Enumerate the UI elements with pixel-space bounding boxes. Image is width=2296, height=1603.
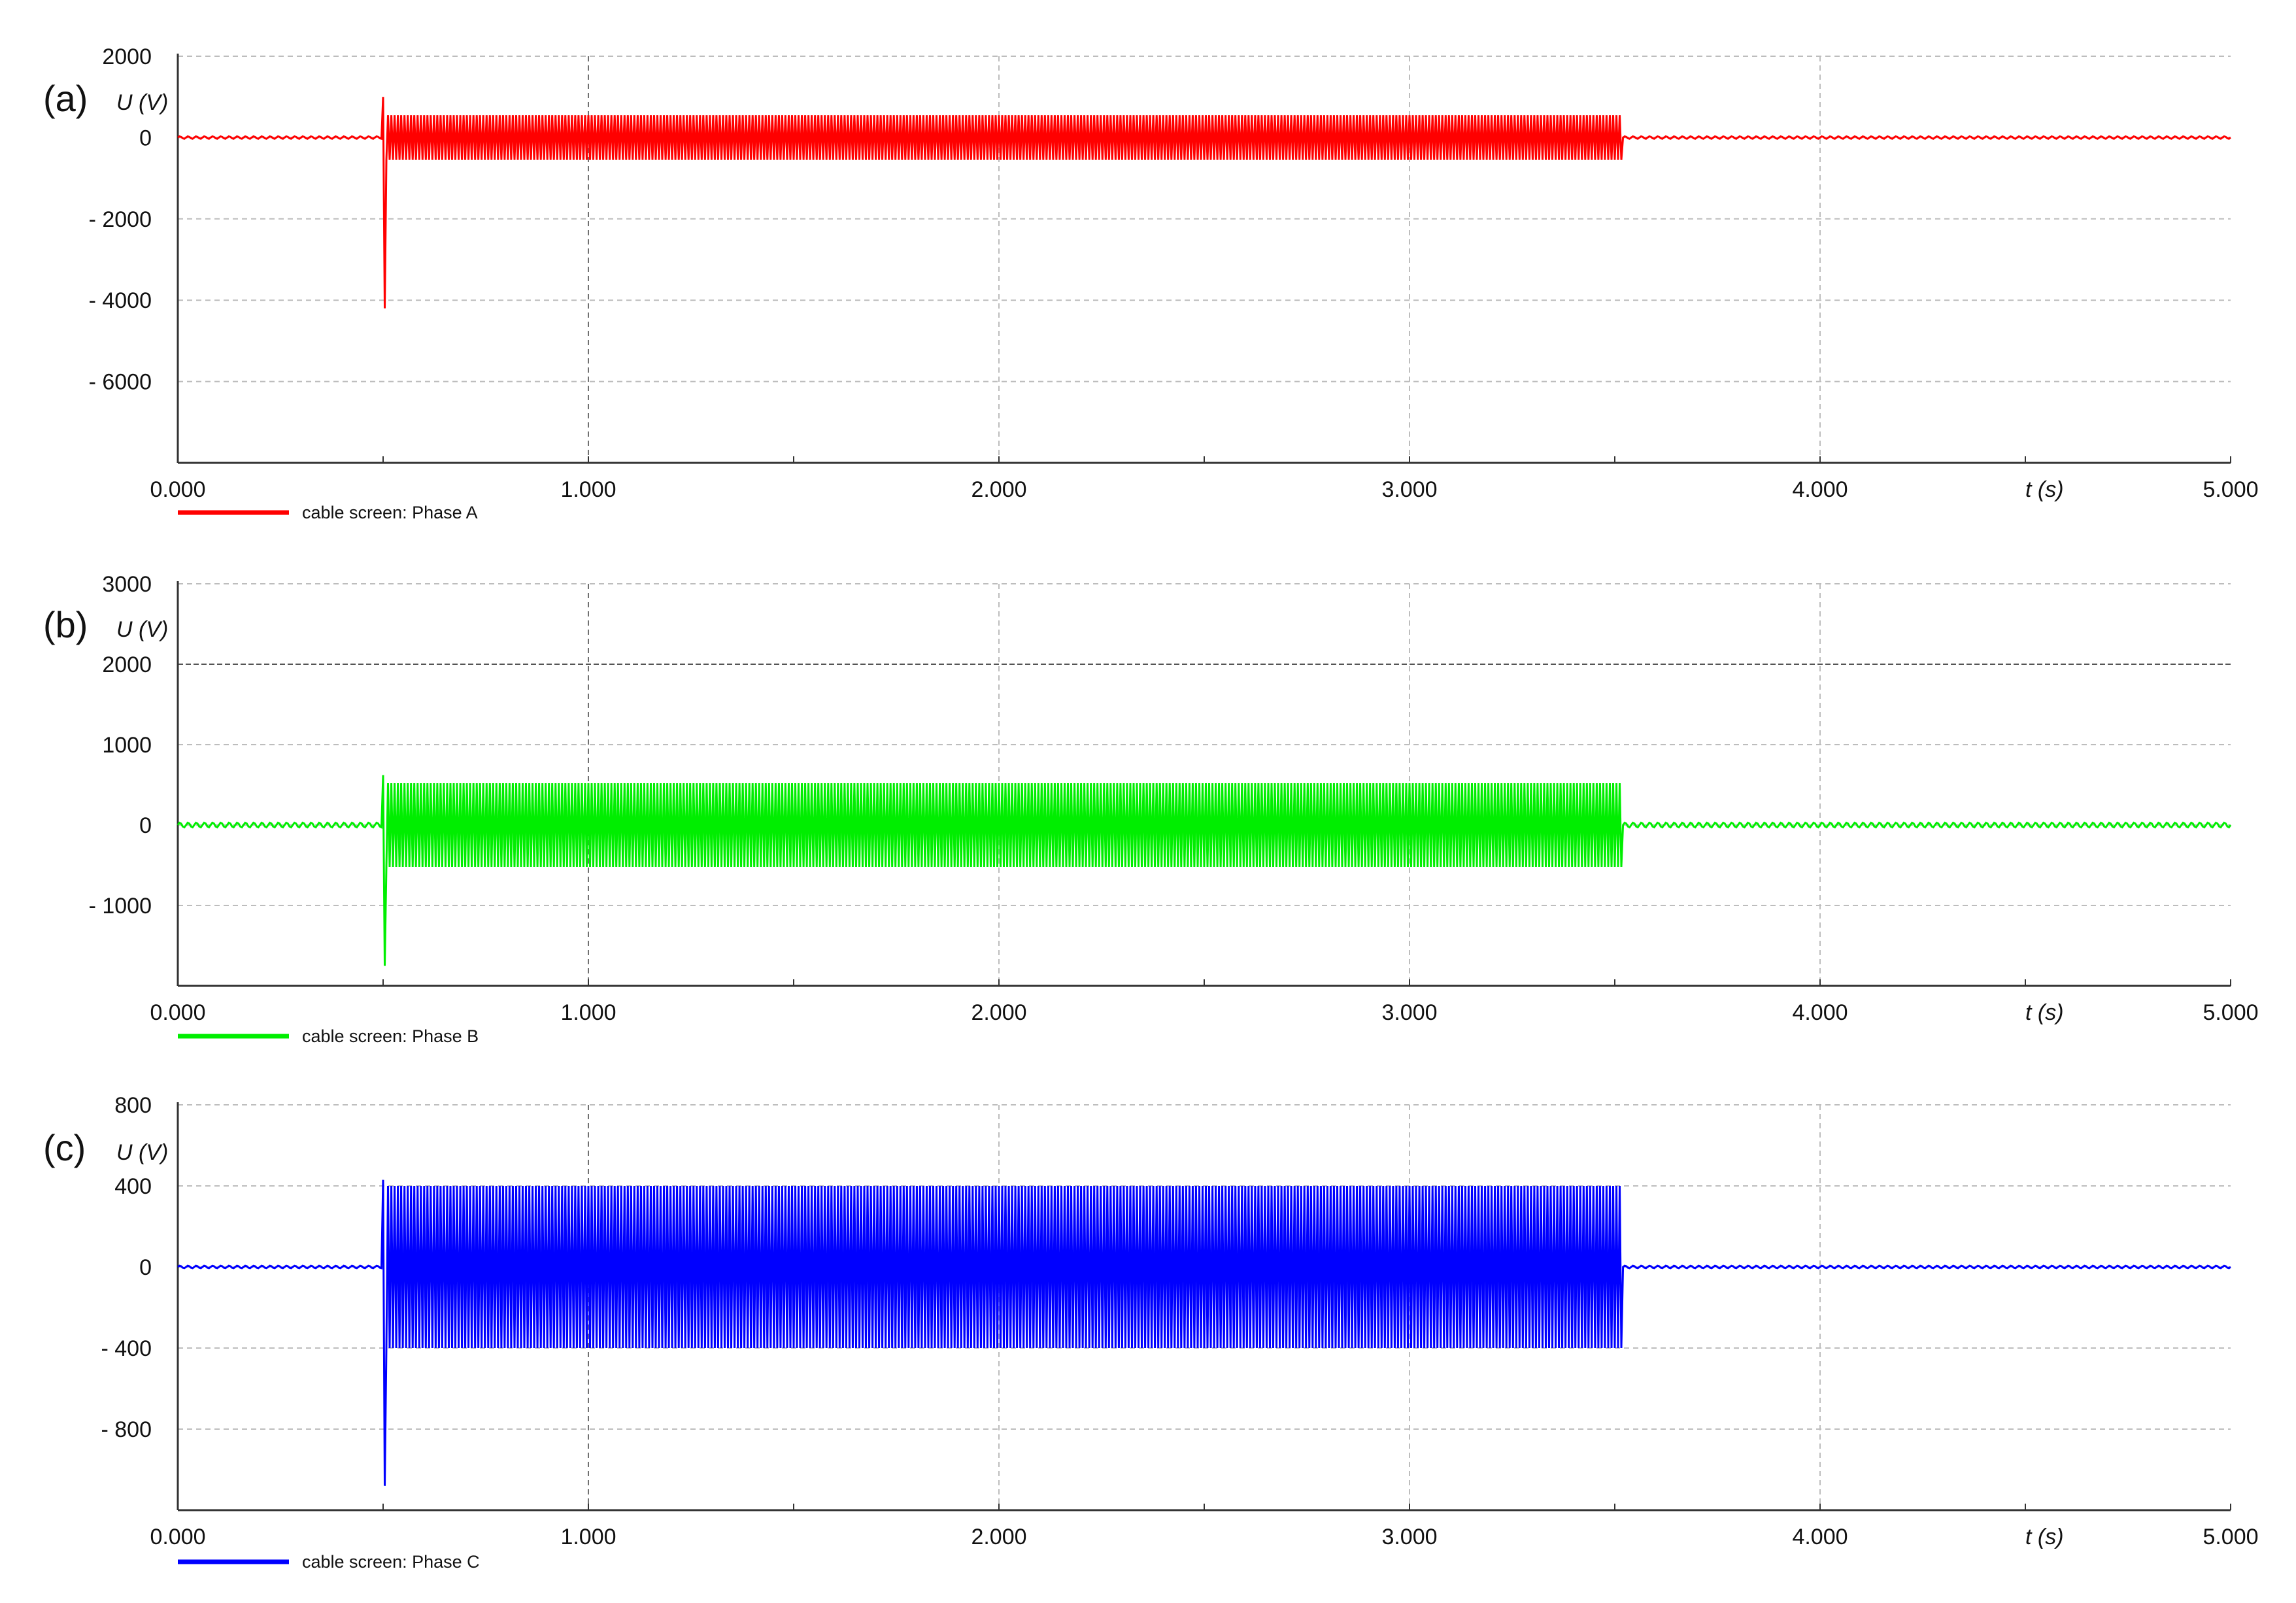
panel-3-x-axis-label: t (s)	[2025, 1525, 2064, 1549]
panel-3-legend-label: cable screen: Phase C	[302, 1552, 480, 1572]
panel-1-x-tick-label: 1.000	[560, 477, 616, 502]
panel-3-y-axis-label: U (V)	[116, 1140, 168, 1165]
panel-3-x-tick-label: 3.000	[1381, 1525, 1437, 1549]
panel-3-series-line	[177, 1179, 2231, 1486]
panel-1-x-tick-label: 4.000	[1792, 477, 1848, 502]
panel-1-y-tick-label: - 4000	[89, 288, 152, 313]
panel-3-y-tick-label: 0	[139, 1255, 152, 1280]
panel-2-x-tick-label: 5.000	[2203, 1000, 2258, 1025]
panel-2-series-line	[177, 775, 2232, 966]
panel-1-series-line	[177, 97, 2231, 309]
panel-2-legend-label: cable screen: Phase B	[302, 1026, 479, 1046]
panel-1-y-tick-label: 0	[139, 126, 152, 150]
panel-1-y-tick-label: - 6000	[89, 370, 152, 395]
panel-2-y-axis-label: U (V)	[116, 617, 168, 642]
panel-1-legend-label: cable screen: Phase A	[302, 503, 478, 522]
panel-2-y-tick-label: - 1000	[89, 894, 152, 919]
panel-2-y-tick-label: 2000	[102, 652, 152, 677]
panel-2-x-tick-label: 2.000	[971, 1000, 1026, 1025]
panel-3-x-tick-label: 4.000	[1792, 1525, 1848, 1549]
panel-2-x-tick-label: 0.000	[150, 1000, 205, 1025]
panel-1-y-axis-label: U (V)	[116, 90, 168, 115]
panel-3-panel-label: (c)	[43, 1127, 86, 1168]
panel-1-x-tick-label: 0.000	[150, 477, 205, 502]
panel-3-y-tick-label: 800	[114, 1093, 152, 1118]
panel-1-x-axis-label: t (s)	[2025, 477, 2064, 502]
panel-1-x-tick-label: 3.000	[1381, 477, 1437, 502]
panel-2-x-axis-label: t (s)	[2025, 1000, 2064, 1025]
panel-2-y-tick-label: 0	[139, 813, 152, 838]
panel-2-x-tick-label: 3.000	[1381, 1000, 1437, 1025]
panel-1-y-tick-label: - 2000	[89, 207, 152, 232]
panel-3-x-tick-label: 5.000	[2203, 1525, 2258, 1549]
panel-2-x-tick-label: 4.000	[1792, 1000, 1848, 1025]
panel-2-y-tick-label: 1000	[102, 733, 152, 758]
panel-3-y-tick-label: 400	[114, 1174, 152, 1199]
panel-2-x-tick-label: 1.000	[560, 1000, 616, 1025]
panel-1-panel-label: (a)	[43, 78, 88, 119]
panel-1-y-tick-label: 2000	[102, 44, 152, 69]
panel-2-panel-label: (b)	[43, 604, 88, 645]
panel-3-y-tick-label: - 800	[101, 1417, 152, 1442]
panel-1-x-tick-label: 5.000	[2203, 477, 2258, 502]
panel-1-x-tick-label: 2.000	[971, 477, 1026, 502]
panel-3-x-tick-label: 1.000	[560, 1525, 616, 1549]
panel-3-y-tick-label: - 400	[101, 1336, 152, 1361]
panel-3-x-tick-label: 0.000	[150, 1525, 205, 1549]
panel-2-y-tick-label: 3000	[102, 572, 152, 597]
panel-3-x-tick-label: 2.000	[971, 1525, 1026, 1549]
